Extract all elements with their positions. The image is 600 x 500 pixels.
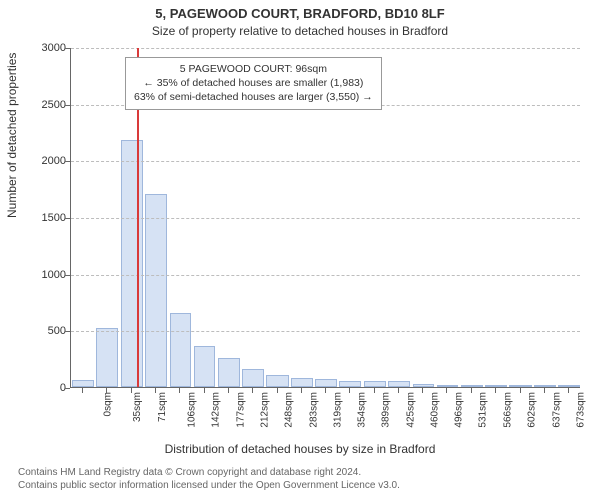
gridline: [71, 48, 580, 49]
x-tick-label: 71sqm: [157, 392, 168, 422]
annotation-box: 5 PAGEWOOD COURT: 96sqm ← 35% of detache…: [125, 57, 382, 110]
x-tick-mark: [349, 388, 350, 393]
x-tick-label: 425sqm: [405, 392, 416, 428]
bar: [266, 375, 288, 387]
x-tick-mark: [398, 388, 399, 393]
title-sub: Size of property relative to detached ho…: [0, 24, 600, 38]
x-tick-mark: [325, 388, 326, 393]
y-tick-mark: [65, 161, 70, 162]
bar: [534, 385, 556, 387]
bar: [364, 381, 386, 387]
bar: [388, 381, 410, 387]
bar: [72, 380, 94, 387]
x-tick-label: 212sqm: [259, 392, 270, 428]
y-tick-label: 1500: [26, 212, 66, 224]
x-tick-mark: [82, 388, 83, 393]
x-tick-mark: [204, 388, 205, 393]
gridline: [71, 275, 580, 276]
x-axis-label: Distribution of detached houses by size …: [0, 442, 600, 456]
x-tick-mark: [106, 388, 107, 393]
x-tick-label: 637sqm: [551, 392, 562, 428]
x-tick-label: 389sqm: [381, 392, 392, 428]
gridline: [71, 331, 580, 332]
x-tick-mark: [131, 388, 132, 393]
annotation-line3: 63% of semi-detached houses are larger (…: [134, 90, 373, 104]
x-tick-mark: [277, 388, 278, 393]
bar: [485, 385, 507, 387]
bar: [413, 384, 435, 387]
x-tick-mark: [495, 388, 496, 393]
bar: [437, 385, 459, 387]
bar: [96, 328, 118, 387]
x-tick-mark: [544, 388, 545, 393]
gridline: [71, 161, 580, 162]
x-tick-label: 177sqm: [235, 392, 246, 428]
bar: [509, 385, 531, 387]
x-tick-label: 566sqm: [502, 392, 513, 428]
x-tick-label: 283sqm: [308, 392, 319, 428]
x-tick-label: 496sqm: [454, 392, 465, 428]
y-axis-label: Number of detached properties: [5, 53, 19, 218]
y-tick-label: 2500: [26, 99, 66, 111]
y-tick-mark: [65, 105, 70, 106]
gridline: [71, 218, 580, 219]
y-tick-mark: [65, 48, 70, 49]
title-main: 5, PAGEWOOD COURT, BRADFORD, BD10 8LF: [0, 6, 600, 21]
bar: [242, 369, 264, 387]
x-tick-mark: [422, 388, 423, 393]
x-tick-mark: [179, 388, 180, 393]
y-tick-mark: [65, 331, 70, 332]
x-tick-label: 248sqm: [284, 392, 295, 428]
y-tick-mark: [65, 388, 70, 389]
annotation-line1: 5 PAGEWOOD COURT: 96sqm: [134, 62, 373, 76]
bar: [461, 385, 483, 387]
x-tick-mark: [228, 388, 229, 393]
x-tick-label: 460sqm: [430, 392, 441, 428]
x-tick-mark: [471, 388, 472, 393]
x-tick-label: 0sqm: [102, 392, 113, 416]
x-tick-mark: [374, 388, 375, 393]
x-tick-mark: [568, 388, 569, 393]
y-tick-label: 0: [26, 382, 66, 394]
bar: [315, 379, 337, 387]
chart-container: 5, PAGEWOOD COURT, BRADFORD, BD10 8LF Si…: [0, 0, 600, 500]
footer-line1: Contains HM Land Registry data © Crown c…: [18, 466, 400, 479]
y-tick-mark: [65, 275, 70, 276]
bar: [339, 381, 361, 387]
x-tick-label: 319sqm: [333, 392, 344, 428]
bar: [218, 358, 240, 387]
bar: [170, 313, 192, 387]
y-tick-label: 2000: [26, 155, 66, 167]
x-tick-mark: [252, 388, 253, 393]
bar: [291, 378, 313, 387]
x-tick-mark: [446, 388, 447, 393]
footer-line2: Contains public sector information licen…: [18, 479, 400, 492]
x-tick-label: 354sqm: [357, 392, 368, 428]
bar: [145, 194, 167, 387]
y-tick-label: 500: [26, 325, 66, 337]
x-tick-label: 602sqm: [527, 392, 538, 428]
bar: [121, 140, 143, 387]
y-tick-label: 1000: [26, 269, 66, 281]
bar: [558, 385, 580, 387]
bar: [194, 346, 216, 387]
x-tick-label: 531sqm: [478, 392, 489, 428]
y-tick-label: 3000: [26, 42, 66, 54]
y-tick-mark: [65, 218, 70, 219]
x-tick-label: 142sqm: [211, 392, 222, 428]
x-tick-mark: [155, 388, 156, 393]
x-tick-mark: [301, 388, 302, 393]
footer: Contains HM Land Registry data © Crown c…: [18, 466, 400, 492]
x-tick-mark: [520, 388, 521, 393]
x-tick-label: 35sqm: [132, 392, 143, 422]
annotation-line2: ← 35% of detached houses are smaller (1,…: [134, 76, 373, 90]
x-tick-label: 106sqm: [187, 392, 198, 428]
x-tick-label: 673sqm: [576, 392, 587, 428]
